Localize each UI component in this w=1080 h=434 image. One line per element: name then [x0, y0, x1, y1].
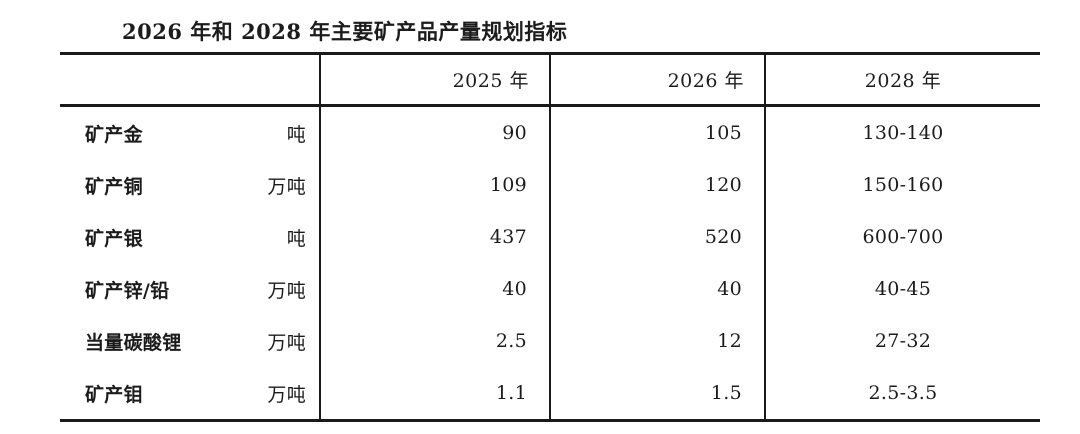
cell-product: 矿产银 吨 [60, 211, 321, 263]
cell-2028-value: 600-700 [862, 226, 944, 248]
table-row: 矿产钼 万吨 1.1 1.5 2.5-3.5 [60, 367, 1040, 422]
cell-2026-value: 120 [550, 159, 766, 211]
table-row: 矿产铜 万吨 109 120 150-160 [60, 159, 1040, 211]
table-body: 矿产金吨 90 105 130-140 矿产铜 万吨 109 120 150-160 矿产银吨 43… [60, 105, 1040, 422]
cell-2025-value: 109 [320, 159, 551, 211]
product-unit: 万吨 [267, 331, 306, 354]
cell-2025-value: 437 [320, 211, 551, 263]
cell-2028-value: 40-45 [874, 278, 932, 300]
table-row: 矿产金 吨 90 105 130-140 [60, 105, 1040, 159]
mineral-production-table: 2025 年 2026 年 2028 年 矿产金吨 90 105 130-140 矿产铜… [60, 52, 1040, 422]
cell-2026-value: 40 [550, 263, 766, 315]
table-title: 2026 年和 2028 年主要矿产品产量规划指标 [122, 19, 568, 44]
cell-2026-value: 105 [550, 105, 766, 159]
product-name: 矿产金 [85, 123, 143, 146]
product-name: 矿产铜 [85, 175, 143, 198]
cell-2028-value: 2.5-3.5 [765, 367, 1040, 422]
product-name: 矿产钼 [85, 383, 143, 406]
cell-2025-value: 90 [320, 105, 551, 159]
product-unit: 吨 [286, 123, 306, 146]
cell-2028-value: 130-140 [862, 122, 944, 144]
cell-product: 当量碳酸锂 万吨 [60, 315, 321, 367]
table-row: 当量碳酸锂 万吨 2.5 12 27-32 [60, 315, 1040, 367]
cell-product: 矿产钼 万吨 [60, 367, 321, 422]
cell-2028-value: 27-32 [874, 330, 932, 352]
table-row: 矿产银 吨 437 520 600-700 [60, 211, 1040, 263]
header-product-column [60, 52, 321, 107]
product-unit: 万吨 [267, 383, 306, 406]
cell-2025-value: 40 [320, 263, 551, 315]
cell-2028-value: 150-160 [862, 174, 944, 196]
header-2028: 2028 年 [765, 52, 1040, 107]
cell-2025-value: 2.5 [320, 315, 551, 367]
product-name: 矿产银 [85, 227, 143, 250]
cell-2025-value: 1.1 [320, 367, 551, 422]
header-2026: 2026 年 [550, 52, 766, 107]
product-unit: 万吨 [267, 175, 306, 198]
cell-2026-value: 520 [550, 211, 766, 263]
product-unit: 万吨 [267, 279, 306, 302]
cell-product: 矿产锌/铅 万吨 [60, 263, 321, 315]
product-unit: 吨 [286, 227, 306, 250]
cell-product: 矿产金 吨 [60, 105, 321, 159]
cell-product: 矿产铜 万吨 [60, 159, 321, 211]
cell-2026-value: 12 [550, 315, 766, 367]
product-name: 当量碳酸锂 [85, 331, 182, 354]
header-row: 2025 年 2026 年 2028 年 [60, 52, 1040, 107]
header-2025: 2025 年 [320, 52, 551, 107]
product-name: 矿产锌/铅 [85, 279, 170, 302]
cell-2026-value: 1.5 [550, 367, 766, 422]
table-row: 矿产锌/铅 万吨 40 40 40-45 [60, 263, 1040, 315]
table-header: 2025 年 2026 年 2028 年 [60, 52, 1040, 107]
